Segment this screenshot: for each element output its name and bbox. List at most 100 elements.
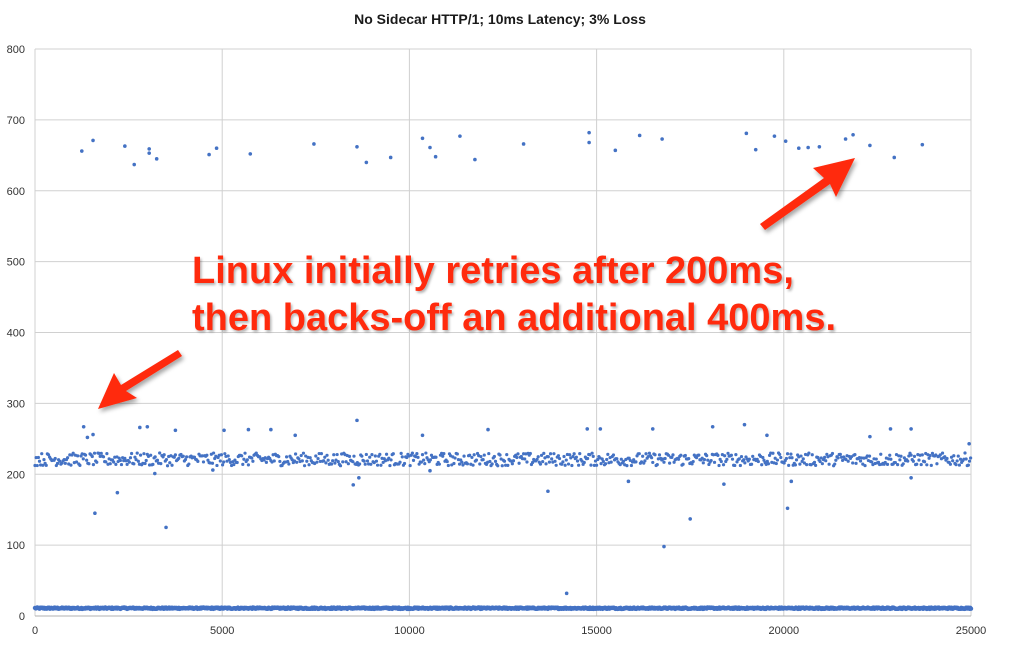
main-band-point: [400, 455, 404, 459]
main-band-point: [332, 453, 336, 457]
main-band-point: [726, 451, 730, 455]
main-band-point: [889, 457, 893, 461]
main-band-point: [222, 460, 226, 464]
main-band-point: [387, 456, 391, 460]
main-band-point: [539, 453, 544, 457]
main-band-point: [670, 455, 674, 459]
main-band-point: [966, 463, 970, 467]
main-band-point: [717, 463, 721, 468]
outlier-point: [888, 427, 893, 431]
main-band-point: [462, 454, 466, 458]
main-band-point: [870, 460, 874, 464]
main-band-point: [245, 458, 249, 462]
outlier-point: [851, 132, 855, 137]
main-band-point: [957, 463, 961, 467]
main-band-point: [368, 455, 372, 459]
outlier-point: [222, 428, 226, 433]
data-points: [32, 130, 974, 612]
main-band-point: [453, 456, 457, 460]
main-band-point: [762, 458, 766, 462]
main-band-point: [201, 460, 206, 464]
main-band-point: [352, 454, 356, 458]
main-band-point: [523, 457, 527, 461]
outlier-point: [420, 136, 425, 141]
outlier-point: [420, 433, 425, 438]
main-band-point: [226, 454, 230, 458]
main-band-point: [564, 458, 568, 462]
main-band-point: [561, 460, 565, 464]
main-band-point: [445, 459, 449, 464]
main-band-point: [118, 458, 122, 463]
main-band-point: [575, 459, 580, 463]
main-band-point: [546, 455, 550, 459]
main-band-point: [144, 458, 148, 463]
main-band-point: [515, 455, 519, 460]
main-band-point: [611, 453, 616, 457]
outlier-point: [785, 506, 790, 511]
main-band-point: [712, 460, 717, 464]
main-band-point: [232, 462, 236, 467]
outlier-point: [355, 418, 359, 423]
main-band-point: [888, 453, 892, 457]
main-band-point: [901, 462, 905, 466]
main-band-point: [571, 454, 575, 459]
annotation-text: Linux initially retries after 200ms, the…: [192, 250, 836, 339]
main-band-point: [621, 459, 626, 463]
main-band-point: [709, 458, 713, 463]
main-band-point: [702, 457, 707, 462]
main-band-point: [336, 460, 340, 464]
main-band-point: [641, 454, 645, 458]
main-band-point: [690, 462, 694, 466]
main-band-point: [553, 459, 557, 463]
main-band-point: [647, 451, 651, 455]
main-band-point: [899, 454, 903, 458]
main-band-point: [787, 463, 791, 468]
outlier-point: [428, 468, 432, 473]
main-band-point: [601, 459, 605, 463]
outlier-point: [91, 432, 95, 437]
main-band-point: [487, 451, 491, 456]
main-band-point: [95, 460, 99, 464]
outlier-point: [789, 479, 794, 484]
main-band-point: [840, 458, 845, 463]
main-band-point: [324, 461, 328, 465]
main-band-point: [517, 461, 521, 465]
outlier-point: [521, 142, 526, 146]
main-band-point: [765, 459, 769, 463]
main-band-point: [65, 456, 70, 460]
main-band-point: [898, 458, 902, 462]
main-band-point: [319, 452, 324, 456]
main-band-point: [938, 453, 942, 457]
main-band-point: [814, 463, 818, 467]
main-band-point: [554, 463, 558, 467]
main-band-point: [351, 460, 355, 464]
main-band-point: [751, 454, 755, 458]
main-band-point: [83, 453, 88, 457]
main-band-point: [917, 458, 921, 462]
main-band-point: [358, 462, 362, 466]
main-band-point: [683, 453, 687, 458]
main-band-point: [369, 462, 373, 466]
main-band-point: [737, 457, 741, 461]
main-band-point: [164, 457, 169, 462]
main-band-point: [687, 456, 691, 461]
main-band-point: [706, 458, 710, 462]
main-band-point: [308, 456, 312, 460]
main-band-point: [151, 462, 155, 466]
main-band-point: [771, 451, 775, 455]
main-band-point: [568, 453, 572, 457]
outlier-point: [637, 133, 642, 138]
main-band-point: [820, 462, 824, 466]
outlier-point: [80, 149, 84, 153]
main-band-point: [364, 452, 368, 457]
main-band-point: [363, 462, 367, 466]
outlier-point: [783, 139, 788, 143]
main-band-point: [37, 459, 42, 463]
main-band-point: [112, 460, 116, 464]
main-band-point: [278, 459, 282, 464]
main-band-point: [506, 463, 510, 467]
main-band-point: [893, 460, 897, 465]
main-band-point: [91, 463, 96, 467]
main-band-point: [210, 461, 215, 465]
outlier-point: [207, 152, 211, 157]
